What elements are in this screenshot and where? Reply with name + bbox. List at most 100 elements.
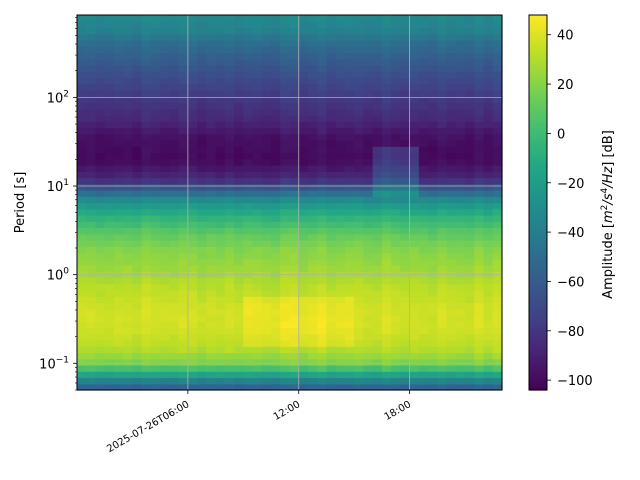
heatmap-cell [169,290,180,297]
heatmap-cell [335,333,346,341]
heatmap-cell [492,102,503,110]
heatmap-cell [169,165,180,172]
heatmap-cell [141,227,152,235]
colorbar-strip [529,271,547,275]
heatmap-cell [483,27,494,35]
heatmap-cell [418,33,429,41]
heatmap-cell [465,333,475,341]
heatmap-cell [261,340,272,347]
heatmap-cell [344,208,355,216]
heatmap-cell [317,383,328,391]
heatmap-cell [187,96,198,104]
heatmap-cell [169,158,180,166]
heatmap-cell [187,83,198,91]
heatmap-cell [261,115,272,122]
heatmap-cell [224,233,235,241]
heatmap-cell [150,308,161,316]
heatmap-cell [197,90,207,97]
heatmap-cell [113,90,124,97]
heatmap-cell [123,115,134,122]
heatmap-cell [335,377,346,385]
heatmap-cell [178,296,189,304]
heatmap-cell [326,58,337,66]
heatmap-cell [354,121,365,129]
heatmap-cell [132,371,143,379]
heatmap-cell [409,121,420,129]
heatmap-cell [271,265,281,272]
heatmap-cell [372,202,383,210]
heatmap-cell [224,277,235,285]
grid-lines [77,15,502,390]
heatmap-cell [465,102,475,110]
heatmap-cell [252,258,263,266]
heatmap-cell [77,208,87,216]
heatmap-cell [335,71,346,79]
heatmap-cell [252,27,263,35]
heatmap-cell [354,146,365,154]
heatmap-cell [474,377,485,385]
colorbar-strip [529,358,547,363]
heatmap-cell [344,58,355,66]
heatmap-cell [150,227,161,235]
heatmap-cell [483,333,494,341]
heatmap-cell [252,190,263,197]
heatmap-cell [234,46,244,54]
heatmap-cell [77,165,87,172]
heatmap-cell [428,115,438,122]
heatmap-cell [197,258,207,266]
heatmap-cell [483,302,494,310]
heatmap-cell [206,277,217,285]
heatmap-cell [224,133,235,141]
heatmap-cell [372,290,383,297]
heatmap-cell [261,15,272,22]
heatmap-cell [252,265,263,272]
heatmap-cell [372,58,383,66]
heatmap-cell [335,183,346,191]
heatmap-cell [381,321,392,329]
heatmap-cell [280,215,291,222]
heatmap-cell [465,340,475,347]
heatmap-cell [344,140,355,147]
heatmap-cell [428,302,438,310]
heatmap-cell [437,383,448,391]
heatmap-cell [104,227,115,235]
heatmap-cell [113,183,124,191]
heatmap-cell [289,127,300,135]
colorbar [529,15,547,391]
heatmap-cell [113,227,124,235]
heatmap-cell [141,108,152,116]
heatmap-cell [326,190,337,197]
heatmap-cell [187,208,198,216]
heatmap-cell [141,383,152,391]
heatmap-cell [160,246,170,254]
heatmap-cell [465,165,475,172]
heatmap-cell [455,208,466,216]
heatmap-cell [95,365,106,372]
heatmap-cell [224,202,235,210]
heatmap-cell [381,202,392,210]
heatmap-cell [104,146,115,154]
heatmap-cell [197,71,207,79]
heatmap-cell [132,308,143,316]
colorbar-strip [529,311,547,316]
heatmap-cell [344,227,355,235]
heatmap-cell [243,290,254,297]
heatmap-cell [77,115,87,122]
heatmap-cell [354,240,365,247]
heatmap-cell [428,277,438,285]
heatmap-cell [77,321,87,329]
heatmap-cell [437,165,448,172]
heatmap-cell [372,52,383,60]
heatmap-cell [492,21,503,29]
heatmap-cell [113,277,124,285]
heatmap-cell [409,290,420,297]
heatmap-cell [298,102,309,110]
heatmap-cell [197,265,207,272]
heatmap-cell [113,127,124,135]
heatmap-cell [215,115,226,122]
heatmap-cell [178,377,189,385]
heatmap-cell [234,383,244,391]
heatmap-cell [363,152,374,160]
colorbar-strip [529,161,547,166]
heatmap-cell [132,227,143,235]
